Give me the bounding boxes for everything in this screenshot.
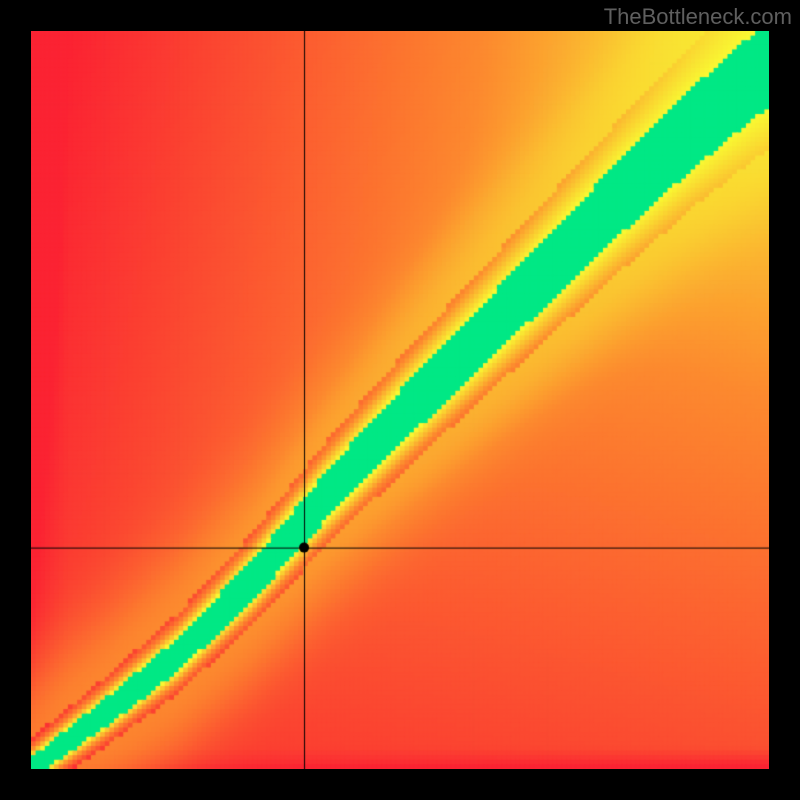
heatmap-plot <box>0 0 800 800</box>
heatmap-canvas <box>31 31 769 769</box>
watermark-text: TheBottleneck.com <box>604 4 792 30</box>
